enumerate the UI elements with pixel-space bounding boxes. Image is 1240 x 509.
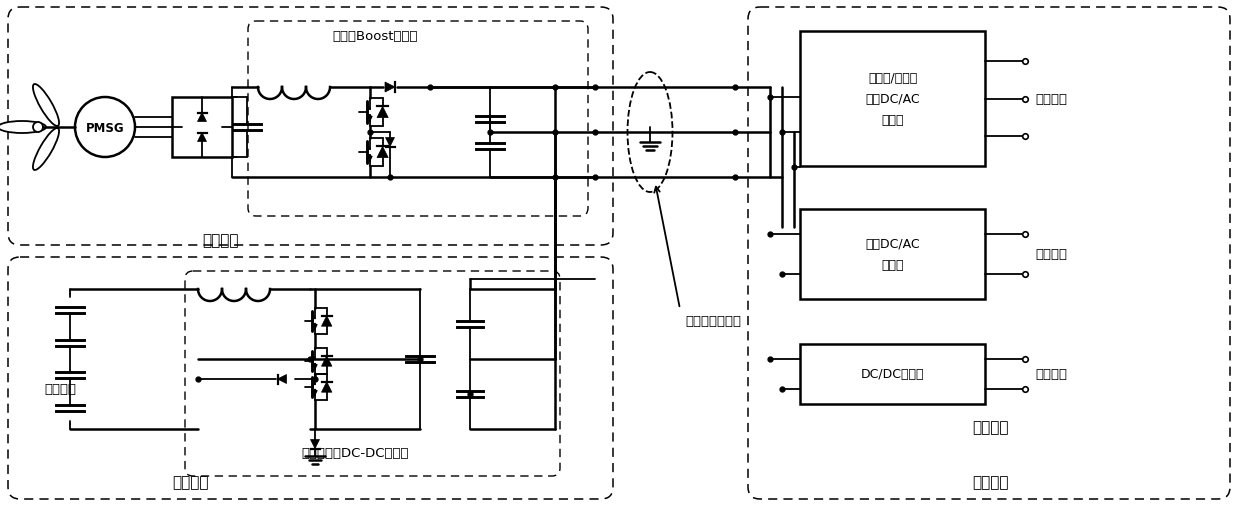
Polygon shape xyxy=(197,114,207,122)
Bar xyxy=(800,210,985,299)
Circle shape xyxy=(33,123,43,133)
Polygon shape xyxy=(321,356,332,366)
Polygon shape xyxy=(377,147,388,158)
Circle shape xyxy=(74,98,135,158)
Text: 三电平双向DC-DC变换器: 三电平双向DC-DC变换器 xyxy=(301,446,409,459)
Text: 单相DC/AC
逆变器: 单相DC/AC 逆变器 xyxy=(866,238,920,271)
Text: 负荷单元: 负荷单元 xyxy=(972,419,1008,434)
Ellipse shape xyxy=(33,85,60,127)
Text: 直流负荷: 直流负荷 xyxy=(1035,368,1066,381)
FancyBboxPatch shape xyxy=(7,258,613,499)
Text: 超级电容: 超级电容 xyxy=(43,383,76,395)
FancyBboxPatch shape xyxy=(185,271,560,476)
Polygon shape xyxy=(197,133,207,142)
Polygon shape xyxy=(321,382,332,392)
Text: 储能单元: 储能单元 xyxy=(172,474,208,489)
Text: DC/DC变换器: DC/DC变换器 xyxy=(861,368,924,381)
Bar xyxy=(172,98,232,158)
Text: 风电单元: 风电单元 xyxy=(202,233,238,247)
Text: 三电平Boost变换器: 三电平Boost变换器 xyxy=(332,30,418,43)
Text: PMSG: PMSG xyxy=(86,121,124,134)
Text: 双极性直流母线: 双极性直流母线 xyxy=(684,315,742,327)
Bar xyxy=(800,32,985,166)
Polygon shape xyxy=(384,83,396,93)
Ellipse shape xyxy=(33,129,60,171)
Polygon shape xyxy=(278,375,286,384)
FancyBboxPatch shape xyxy=(748,8,1230,499)
Ellipse shape xyxy=(0,122,46,134)
Polygon shape xyxy=(310,440,320,448)
Text: 三相负荷: 三相负荷 xyxy=(1035,93,1066,106)
Ellipse shape xyxy=(627,73,672,192)
FancyBboxPatch shape xyxy=(248,22,588,216)
Text: 单相负荷: 单相负荷 xyxy=(1035,248,1066,261)
FancyBboxPatch shape xyxy=(7,8,613,245)
Bar xyxy=(800,344,985,404)
Polygon shape xyxy=(321,316,332,327)
Text: 三电平/两电平
三相DC/AC
逆变器: 三电平/两电平 三相DC/AC 逆变器 xyxy=(866,72,920,127)
Polygon shape xyxy=(377,107,388,119)
Text: 负荷单元: 负荷单元 xyxy=(972,474,1008,489)
Polygon shape xyxy=(386,138,394,147)
